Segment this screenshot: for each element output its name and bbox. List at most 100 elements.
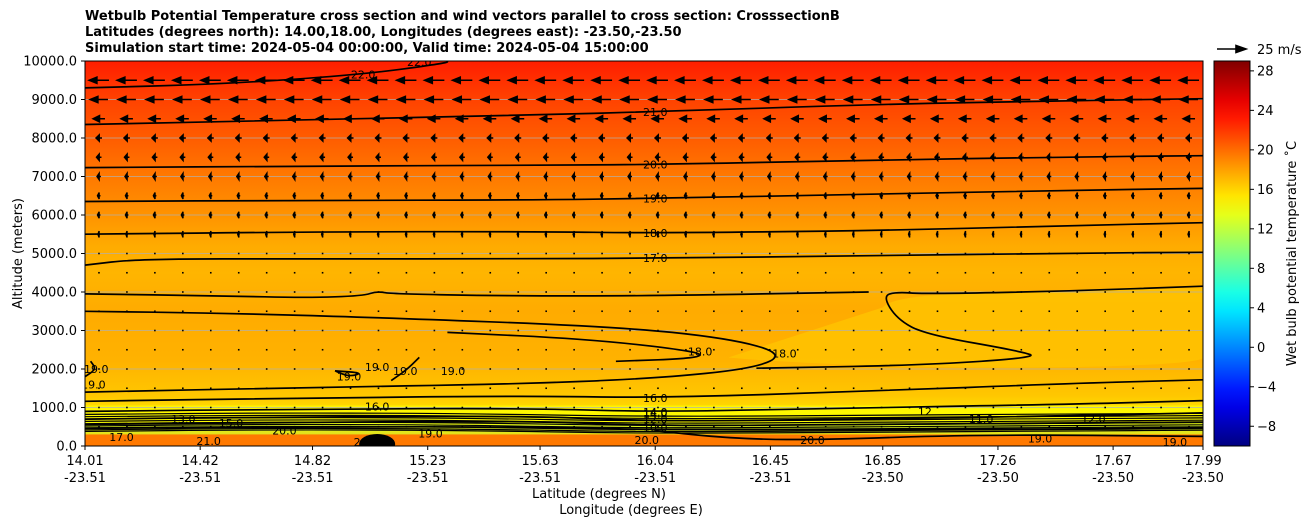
- wind-vector: [154, 291, 156, 293]
- wind-vector: [594, 114, 609, 124]
- wind-vector: [1104, 271, 1106, 274]
- wind-vector: [657, 368, 659, 370]
- wind-vector: [405, 406, 408, 409]
- wind-vector: [461, 348, 464, 351]
- wind-vector: [785, 76, 808, 85]
- contour-label: 20.0: [635, 434, 660, 447]
- wind-vector: [182, 271, 184, 274]
- wind-vector: [908, 291, 911, 293]
- wind-vector: [768, 368, 771, 370]
- wind-vector: [850, 152, 857, 163]
- wind-vector: [768, 329, 771, 332]
- wind-vector: [824, 348, 827, 351]
- x-tick-label-lon: -23.51: [749, 471, 791, 486]
- y-tick-label: 6000.0: [32, 209, 78, 224]
- wind-vector: [1048, 368, 1051, 370]
- contour-label: 13.0: [171, 413, 196, 426]
- wind-vector: [126, 387, 128, 390]
- wind-vector: [263, 152, 270, 163]
- wind-vector: [1045, 133, 1053, 143]
- wind-vector: [460, 192, 464, 200]
- wind-vector: [992, 271, 995, 274]
- wind-vector: [813, 76, 836, 85]
- wind-vector: [403, 171, 409, 182]
- wind-vector: [713, 425, 715, 428]
- wind-vector: [1131, 230, 1135, 238]
- wind-vector: [545, 291, 547, 293]
- wind-vector: [711, 211, 716, 219]
- wind-vector: [123, 152, 130, 163]
- wind-vector: [1186, 211, 1191, 219]
- wind-vector: [619, 95, 640, 104]
- wind-vector: [1132, 406, 1134, 409]
- wind-vector: [768, 271, 771, 274]
- x-tick-label-lat: 16.45: [752, 454, 789, 469]
- x-tick-label-lat: 17.67: [1095, 454, 1132, 469]
- wind-vector: [237, 329, 240, 332]
- wind-vector: [757, 76, 780, 85]
- wind-vector: [152, 192, 157, 200]
- wind-vector: [514, 152, 521, 163]
- x-tick-label-lat: 15.63: [521, 454, 558, 469]
- wind-vector: [180, 211, 185, 219]
- wind-vector: [349, 387, 352, 390]
- wind-vector: [433, 329, 436, 332]
- wind-vector: [1048, 271, 1051, 274]
- wind-vector: [461, 368, 464, 370]
- wind-vector: [430, 152, 437, 163]
- wind-vector: [377, 310, 380, 313]
- wind-vector: [1020, 368, 1023, 370]
- contour-line: [85, 378, 1203, 403]
- wind-vector: [489, 310, 492, 313]
- wind-vector: [545, 406, 547, 409]
- wind-vector: [489, 348, 492, 351]
- y-tick-label: 4000.0: [32, 286, 78, 301]
- wind-vector: [486, 133, 494, 143]
- wind-vector: [292, 211, 297, 219]
- wind-vector: [571, 192, 576, 200]
- wind-vector: [570, 152, 577, 163]
- contour-label: 19.0: [1028, 432, 1053, 445]
- wind-vector: [478, 76, 501, 85]
- wind-vector: [237, 310, 240, 313]
- wind-vector: [154, 406, 156, 409]
- wind-vector: [852, 252, 855, 255]
- wind-vector: [237, 348, 240, 351]
- wind-vector: [255, 95, 276, 104]
- wind-vector: [964, 252, 967, 255]
- wind-vector: [459, 171, 465, 182]
- wind-vector: [430, 133, 438, 143]
- wind-vector: [517, 348, 520, 351]
- wind-vector: [199, 95, 220, 104]
- wind-vector: [377, 271, 380, 274]
- wind-vector: [237, 271, 240, 274]
- wind-vector: [510, 114, 525, 124]
- wind-vector: [936, 348, 939, 351]
- wind-vector: [517, 406, 520, 409]
- wind-vector: [793, 133, 801, 143]
- wind-vector: [629, 368, 631, 370]
- wind-vector: [98, 329, 100, 332]
- wind-vector: [741, 387, 743, 390]
- wind-vector: [154, 368, 156, 370]
- wind-vector: [1041, 114, 1056, 124]
- wind-vector: [293, 252, 296, 255]
- wind-vector: [142, 76, 165, 85]
- wind-vector: [1017, 133, 1025, 143]
- wind-vector: [1097, 114, 1112, 124]
- wind-vector: [349, 271, 352, 274]
- wind-vector: [545, 329, 547, 332]
- contour-line: [85, 425, 1203, 431]
- wind-vector: [674, 76, 696, 85]
- wind-vector: [685, 271, 687, 274]
- wind-vector: [907, 211, 912, 219]
- wind-vector: [957, 114, 972, 124]
- wind-vector: [629, 271, 631, 274]
- wind-vector: [907, 230, 911, 238]
- wind-vector: [683, 211, 688, 219]
- wind-vector: [507, 95, 528, 104]
- wind-vector: [545, 252, 547, 255]
- wind-vector: [377, 252, 380, 255]
- wind-vector: [713, 387, 715, 390]
- wind-vector: [713, 271, 715, 274]
